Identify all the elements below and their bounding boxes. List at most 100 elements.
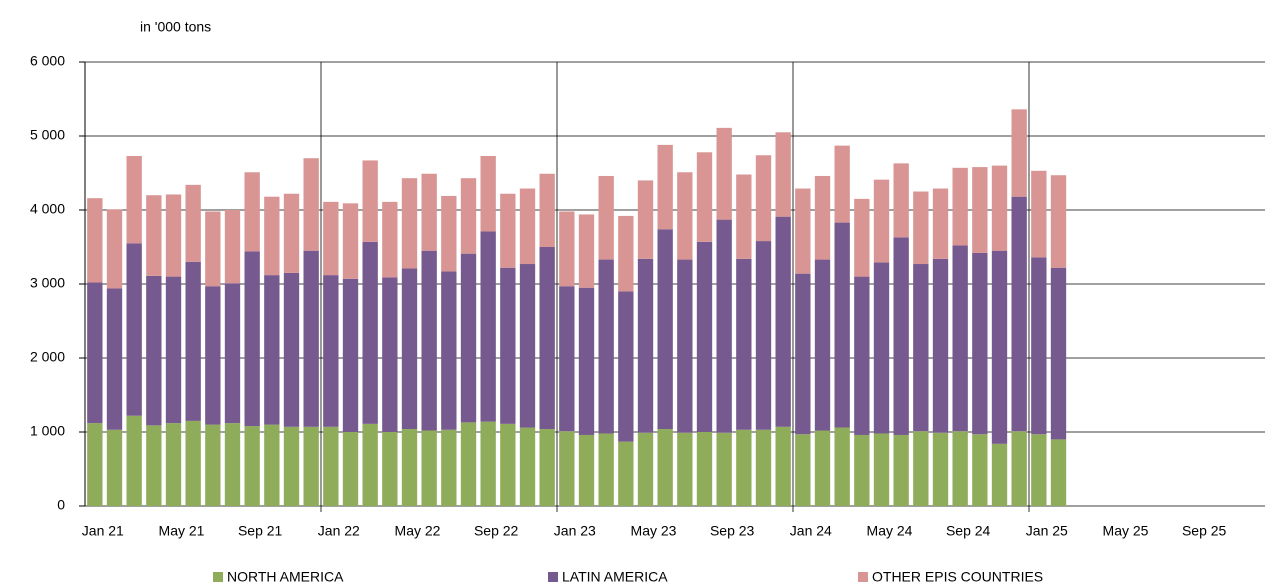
- x-tick-label: May 23: [631, 523, 677, 539]
- bar-segment: [126, 243, 142, 416]
- bar-segment: [696, 241, 713, 432]
- bar-segment: [382, 277, 398, 432]
- bar-segment: [362, 241, 378, 424]
- bar-segment: [460, 253, 477, 423]
- bar-segment: [283, 193, 300, 273]
- bar-segment: [755, 241, 772, 430]
- bar-segment: [500, 423, 516, 506]
- bar-segment: [519, 264, 536, 428]
- bar-segment: [952, 431, 968, 506]
- bar-segment: [539, 429, 555, 506]
- bar-segment: [539, 247, 555, 430]
- bar-segment: [480, 231, 496, 422]
- bar-segment: [893, 163, 909, 238]
- y-tick-label: 0: [57, 497, 65, 513]
- bar-segment: [618, 215, 634, 292]
- bar-segment: [401, 429, 418, 506]
- bar-segment: [559, 431, 575, 506]
- bar-segment: [716, 219, 732, 433]
- bar-segment: [657, 229, 673, 430]
- bar-segment: [264, 275, 280, 425]
- bar-segment: [775, 132, 791, 217]
- bar-segment: [932, 188, 949, 259]
- bar-segment: [932, 258, 949, 433]
- bar-segment: [323, 426, 339, 506]
- bar-segment: [87, 198, 103, 283]
- legend-swatch: [548, 572, 558, 582]
- bar-segment: [795, 273, 811, 435]
- bar-segment: [224, 283, 241, 424]
- bar-segment: [283, 426, 300, 506]
- bar-segment: [519, 188, 536, 265]
- bar-segment: [303, 426, 319, 506]
- bar-segment: [87, 423, 103, 506]
- bar-segment: [224, 423, 241, 506]
- bar-segment: [205, 424, 221, 506]
- bar-segment: [362, 160, 378, 242]
- y-tick-label: 1 000: [30, 423, 65, 439]
- bar-segment: [972, 252, 988, 435]
- bar-segment: [952, 167, 968, 246]
- bar-segment: [854, 198, 870, 277]
- bar-segment: [146, 275, 162, 426]
- bar-segment: [539, 173, 555, 247]
- bar-segment: [1011, 431, 1027, 506]
- y-tick-label: 4 000: [30, 201, 65, 217]
- bar-segment: [755, 429, 772, 506]
- y-tick-label: 6 000: [30, 53, 65, 69]
- bar-segment: [696, 152, 713, 242]
- bar-segment: [441, 271, 457, 430]
- bar-segment: [382, 201, 398, 278]
- bar-segment: [264, 424, 280, 506]
- bar-segment: [637, 258, 654, 433]
- bar-segment: [834, 222, 850, 428]
- bar-segment: [441, 195, 457, 272]
- bar-segment: [126, 415, 142, 506]
- bar-segment: [382, 432, 398, 506]
- bar-segment: [893, 434, 909, 506]
- bar-segment: [1050, 267, 1067, 440]
- bar-segment: [1031, 257, 1047, 435]
- x-tick-label: May 21: [159, 523, 205, 539]
- bar-segment: [854, 434, 870, 506]
- bar-segment: [637, 180, 654, 259]
- bar-segment: [244, 251, 260, 427]
- bar-segment: [185, 184, 201, 262]
- bar-segment: [342, 432, 359, 506]
- bar-segment: [677, 259, 693, 433]
- bar-segment: [677, 432, 693, 506]
- bar-segment: [500, 193, 516, 268]
- bar-segment: [736, 174, 752, 259]
- bar-segment: [913, 191, 929, 265]
- bar-segment: [991, 165, 1008, 251]
- bar-segment: [716, 432, 732, 506]
- bar-segment: [401, 178, 418, 269]
- legend-label: LATIN AMERICA: [562, 569, 668, 585]
- bar-segment: [205, 211, 221, 287]
- x-tick-label: Jan 22: [318, 523, 360, 539]
- bar-segment: [165, 194, 182, 277]
- bar-segment: [480, 155, 496, 232]
- bar-segment: [873, 433, 890, 506]
- bar-segment: [421, 173, 437, 251]
- bar-segment: [795, 188, 811, 274]
- bar-segment: [559, 286, 575, 432]
- bar-segment: [775, 426, 791, 506]
- y-axis-title: in '000 tons: [140, 19, 211, 35]
- bar-segment: [598, 259, 614, 434]
- bar-segment: [598, 433, 614, 506]
- bar-segment: [696, 432, 713, 506]
- bar-segment: [618, 441, 634, 506]
- bar-segment: [342, 278, 359, 432]
- bar-segment: [460, 422, 477, 506]
- bar-segment: [1031, 434, 1047, 506]
- bar-segment: [244, 172, 260, 252]
- bar-segment: [814, 430, 831, 506]
- bar-segment: [87, 282, 103, 424]
- bar-segment: [146, 425, 162, 506]
- bar-segment: [578, 214, 595, 288]
- x-tick-label: May 22: [395, 523, 441, 539]
- bar-segment: [303, 158, 319, 251]
- bar-segment: [1011, 109, 1027, 197]
